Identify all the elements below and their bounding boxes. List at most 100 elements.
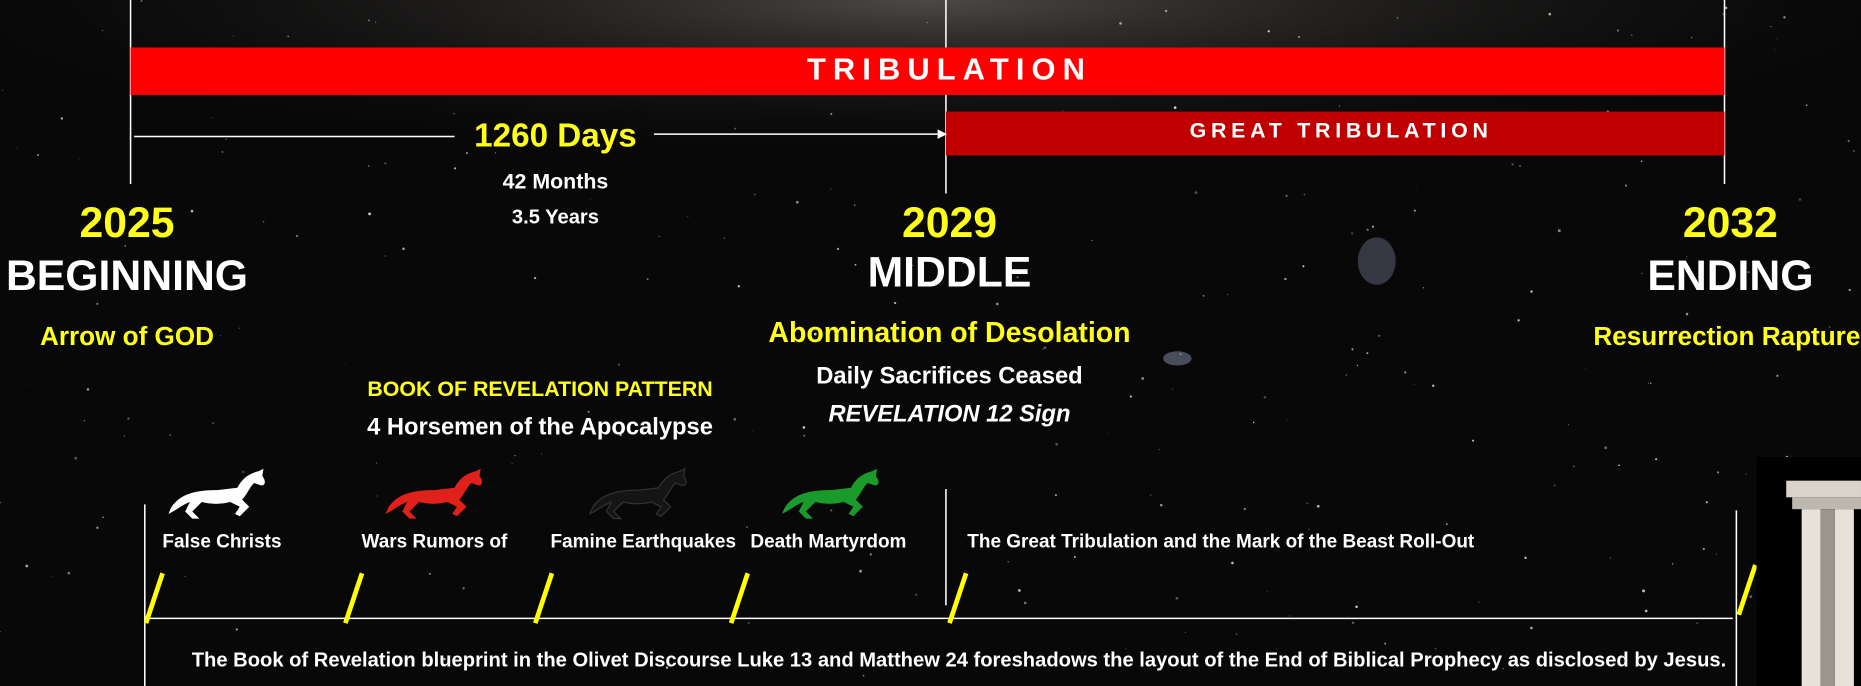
star	[1530, 290, 1533, 293]
star	[534, 277, 536, 279]
milestone-label: BEGINNING	[6, 252, 248, 300]
star	[1716, 553, 1717, 554]
star	[127, 417, 130, 420]
horseman-label: Wars Rumors of	[361, 531, 507, 552]
page: TRIBULATION GREAT TRIBULATION 1260 Days …	[0, 0, 1861, 686]
star	[1848, 140, 1850, 142]
star	[1287, 419, 1288, 420]
star	[368, 20, 370, 22]
star	[87, 388, 89, 390]
star	[1284, 278, 1286, 280]
star	[225, 138, 227, 140]
star	[37, 154, 39, 156]
star	[830, 509, 832, 511]
star	[854, 204, 855, 205]
star	[746, 526, 747, 527]
star	[830, 113, 832, 115]
star	[1610, 557, 1611, 558]
star	[1352, 621, 1355, 624]
star	[220, 335, 221, 336]
star	[1357, 365, 1358, 366]
star	[1351, 232, 1354, 235]
star	[1548, 13, 1551, 16]
star	[191, 210, 194, 213]
star	[1799, 198, 1802, 201]
star	[1372, 226, 1374, 228]
star	[1746, 474, 1747, 475]
star	[1703, 548, 1705, 550]
star	[1346, 374, 1347, 375]
duration-days: 1260 Days	[474, 117, 637, 154]
star	[102, 517, 103, 518]
star	[102, 30, 103, 31]
milestone-event: Arrow of GOD	[40, 321, 214, 351]
star	[1776, 38, 1777, 39]
star	[1617, 29, 1619, 31]
roll-out-label: The Great Tribulation and the Mark of th…	[967, 531, 1475, 552]
star	[738, 285, 740, 287]
star	[1355, 605, 1358, 608]
star	[1557, 227, 1558, 228]
star	[1686, 313, 1689, 316]
building-column	[1802, 509, 1821, 686]
star	[590, 198, 591, 199]
star	[915, 594, 917, 596]
star	[1055, 494, 1057, 496]
temple-building	[1757, 457, 1861, 686]
star	[16, 148, 17, 149]
star	[1339, 106, 1340, 107]
star	[863, 675, 865, 677]
milestone-note: Daily Sacrifices Ceased	[816, 364, 1082, 390]
star	[855, 264, 857, 266]
horseman-label: False Christs	[162, 531, 281, 552]
star	[1357, 602, 1358, 603]
star	[588, 411, 590, 413]
star	[368, 165, 370, 167]
star	[1018, 589, 1021, 592]
star	[1351, 348, 1353, 350]
star	[1478, 601, 1479, 602]
star	[803, 435, 805, 437]
star	[1055, 443, 1058, 446]
star	[1423, 287, 1424, 288]
star	[1776, 375, 1778, 377]
star	[1749, 595, 1752, 598]
star	[287, 36, 289, 38]
star	[1648, 383, 1649, 384]
star	[1641, 161, 1643, 163]
star	[1298, 36, 1300, 38]
star	[1717, 471, 1719, 473]
star	[1160, 504, 1163, 507]
star	[1227, 294, 1228, 295]
star	[1285, 195, 1287, 197]
star	[1366, 352, 1368, 354]
star	[222, 151, 223, 152]
star	[1806, 104, 1808, 106]
star	[1849, 289, 1851, 291]
star	[734, 418, 737, 421]
star	[1174, 106, 1177, 109]
star	[1384, 643, 1386, 645]
star	[1524, 557, 1526, 559]
star	[1176, 597, 1179, 600]
star	[1130, 395, 1132, 397]
star	[140, 0, 142, 2]
star	[169, 434, 171, 436]
star	[1404, 371, 1406, 373]
star	[894, 302, 896, 304]
star	[1119, 22, 1122, 25]
star	[1414, 210, 1416, 212]
star	[1706, 501, 1708, 503]
star	[61, 117, 63, 119]
pattern-subtitle: 4 Horsemen of the Apocalypse	[367, 415, 713, 441]
star	[1783, 16, 1785, 18]
star	[385, 255, 386, 256]
star	[687, 215, 689, 217]
milestone-event: Resurrection Rapture	[1593, 321, 1860, 351]
star	[1414, 384, 1415, 385]
star	[79, 158, 80, 159]
star	[25, 565, 28, 568]
building-frieze	[1792, 497, 1861, 509]
star	[1264, 396, 1267, 399]
star	[236, 628, 238, 630]
